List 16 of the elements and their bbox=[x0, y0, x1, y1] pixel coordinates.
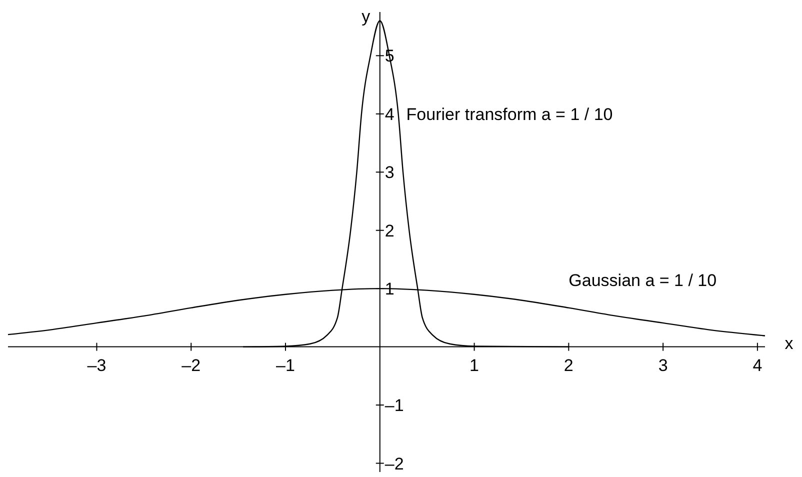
y-tick-label: 2 bbox=[384, 221, 394, 240]
y-tick-label: 4 bbox=[384, 104, 394, 124]
x-tick-label: –1 bbox=[276, 356, 295, 375]
x-axis-title: x bbox=[784, 334, 794, 353]
x-tick-label: –3 bbox=[87, 356, 106, 375]
x-tick-label: 3 bbox=[658, 356, 668, 375]
x-tick-label: –2 bbox=[182, 356, 201, 375]
x-tick-label: 2 bbox=[564, 356, 574, 375]
series-label: Gaussian a = 1 / 10 bbox=[568, 270, 717, 290]
y-tick-label: 3 bbox=[384, 163, 394, 182]
y-tick-label: –2 bbox=[384, 454, 404, 474]
series-label: Fourier transform a = 1 / 10 bbox=[406, 104, 613, 124]
y-axis-title: y bbox=[362, 7, 371, 26]
y-tick-label: –1 bbox=[384, 396, 404, 416]
x-tick-label: 1 bbox=[470, 356, 480, 375]
x-tick-label: 4 bbox=[752, 356, 762, 375]
